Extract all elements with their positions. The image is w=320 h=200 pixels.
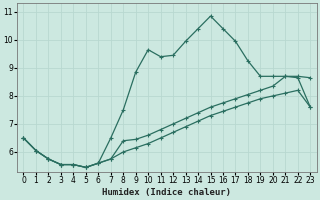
X-axis label: Humidex (Indice chaleur): Humidex (Indice chaleur)	[102, 188, 231, 197]
